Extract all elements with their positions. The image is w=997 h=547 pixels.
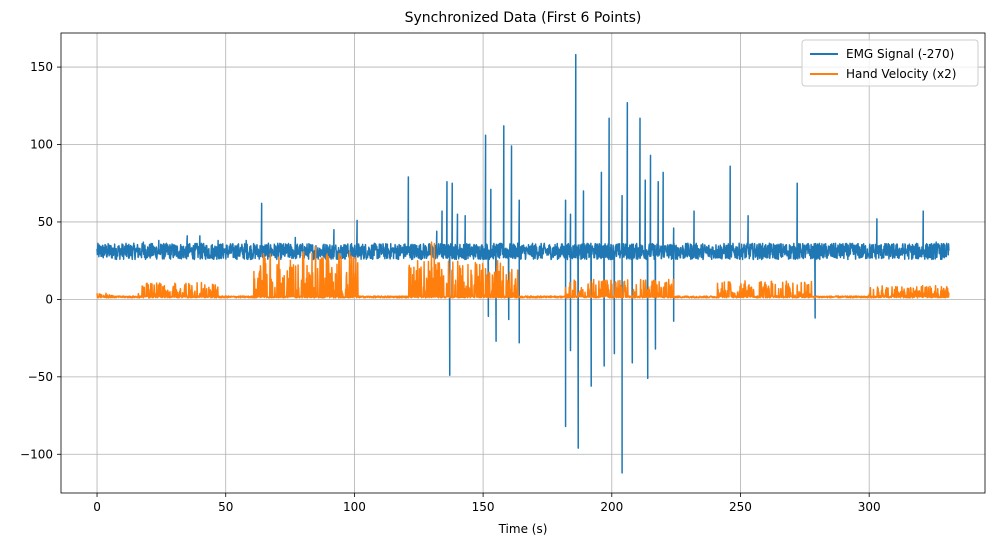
series-layer bbox=[96, 53, 950, 474]
emg-signal-line bbox=[96, 53, 950, 474]
hand-velocity-line bbox=[96, 241, 950, 299]
y-tick-label: 100 bbox=[30, 138, 53, 152]
x-tick-label: 100 bbox=[343, 500, 366, 514]
x-tick-label: 0 bbox=[93, 500, 101, 514]
legend-label-emg: EMG Signal (-270) bbox=[846, 47, 954, 61]
legend-label-velocity: Hand Velocity (x2) bbox=[846, 67, 956, 81]
y-tick-label: 50 bbox=[38, 215, 53, 229]
plot-area bbox=[96, 53, 950, 474]
plot-frame bbox=[60, 32, 986, 494]
y-tick-label: −50 bbox=[28, 370, 53, 384]
x-tick-label: 200 bbox=[600, 500, 623, 514]
x-tick-label: 50 bbox=[218, 500, 233, 514]
y-tick-label: 0 bbox=[45, 292, 53, 306]
x-tick-label: 300 bbox=[858, 500, 881, 514]
y-tick-label: −100 bbox=[20, 447, 53, 461]
legend-box bbox=[801, 39, 979, 87]
x-tick-label: 250 bbox=[729, 500, 752, 514]
grid bbox=[61, 33, 985, 493]
y-axis: −100 −50 0 50 100 150 bbox=[20, 60, 61, 461]
legend: EMG Signal (-270) Hand Velocity (x2) bbox=[801, 39, 979, 87]
x-tick-label: 150 bbox=[472, 500, 495, 514]
y-tick-label: 150 bbox=[30, 60, 53, 74]
chart-title: Synchronized Data (First 6 Points) bbox=[405, 10, 642, 26]
x-axis-label: Time (s) bbox=[498, 522, 548, 536]
x-axis: 0 50 100 150 200 250 300 bbox=[93, 493, 881, 514]
